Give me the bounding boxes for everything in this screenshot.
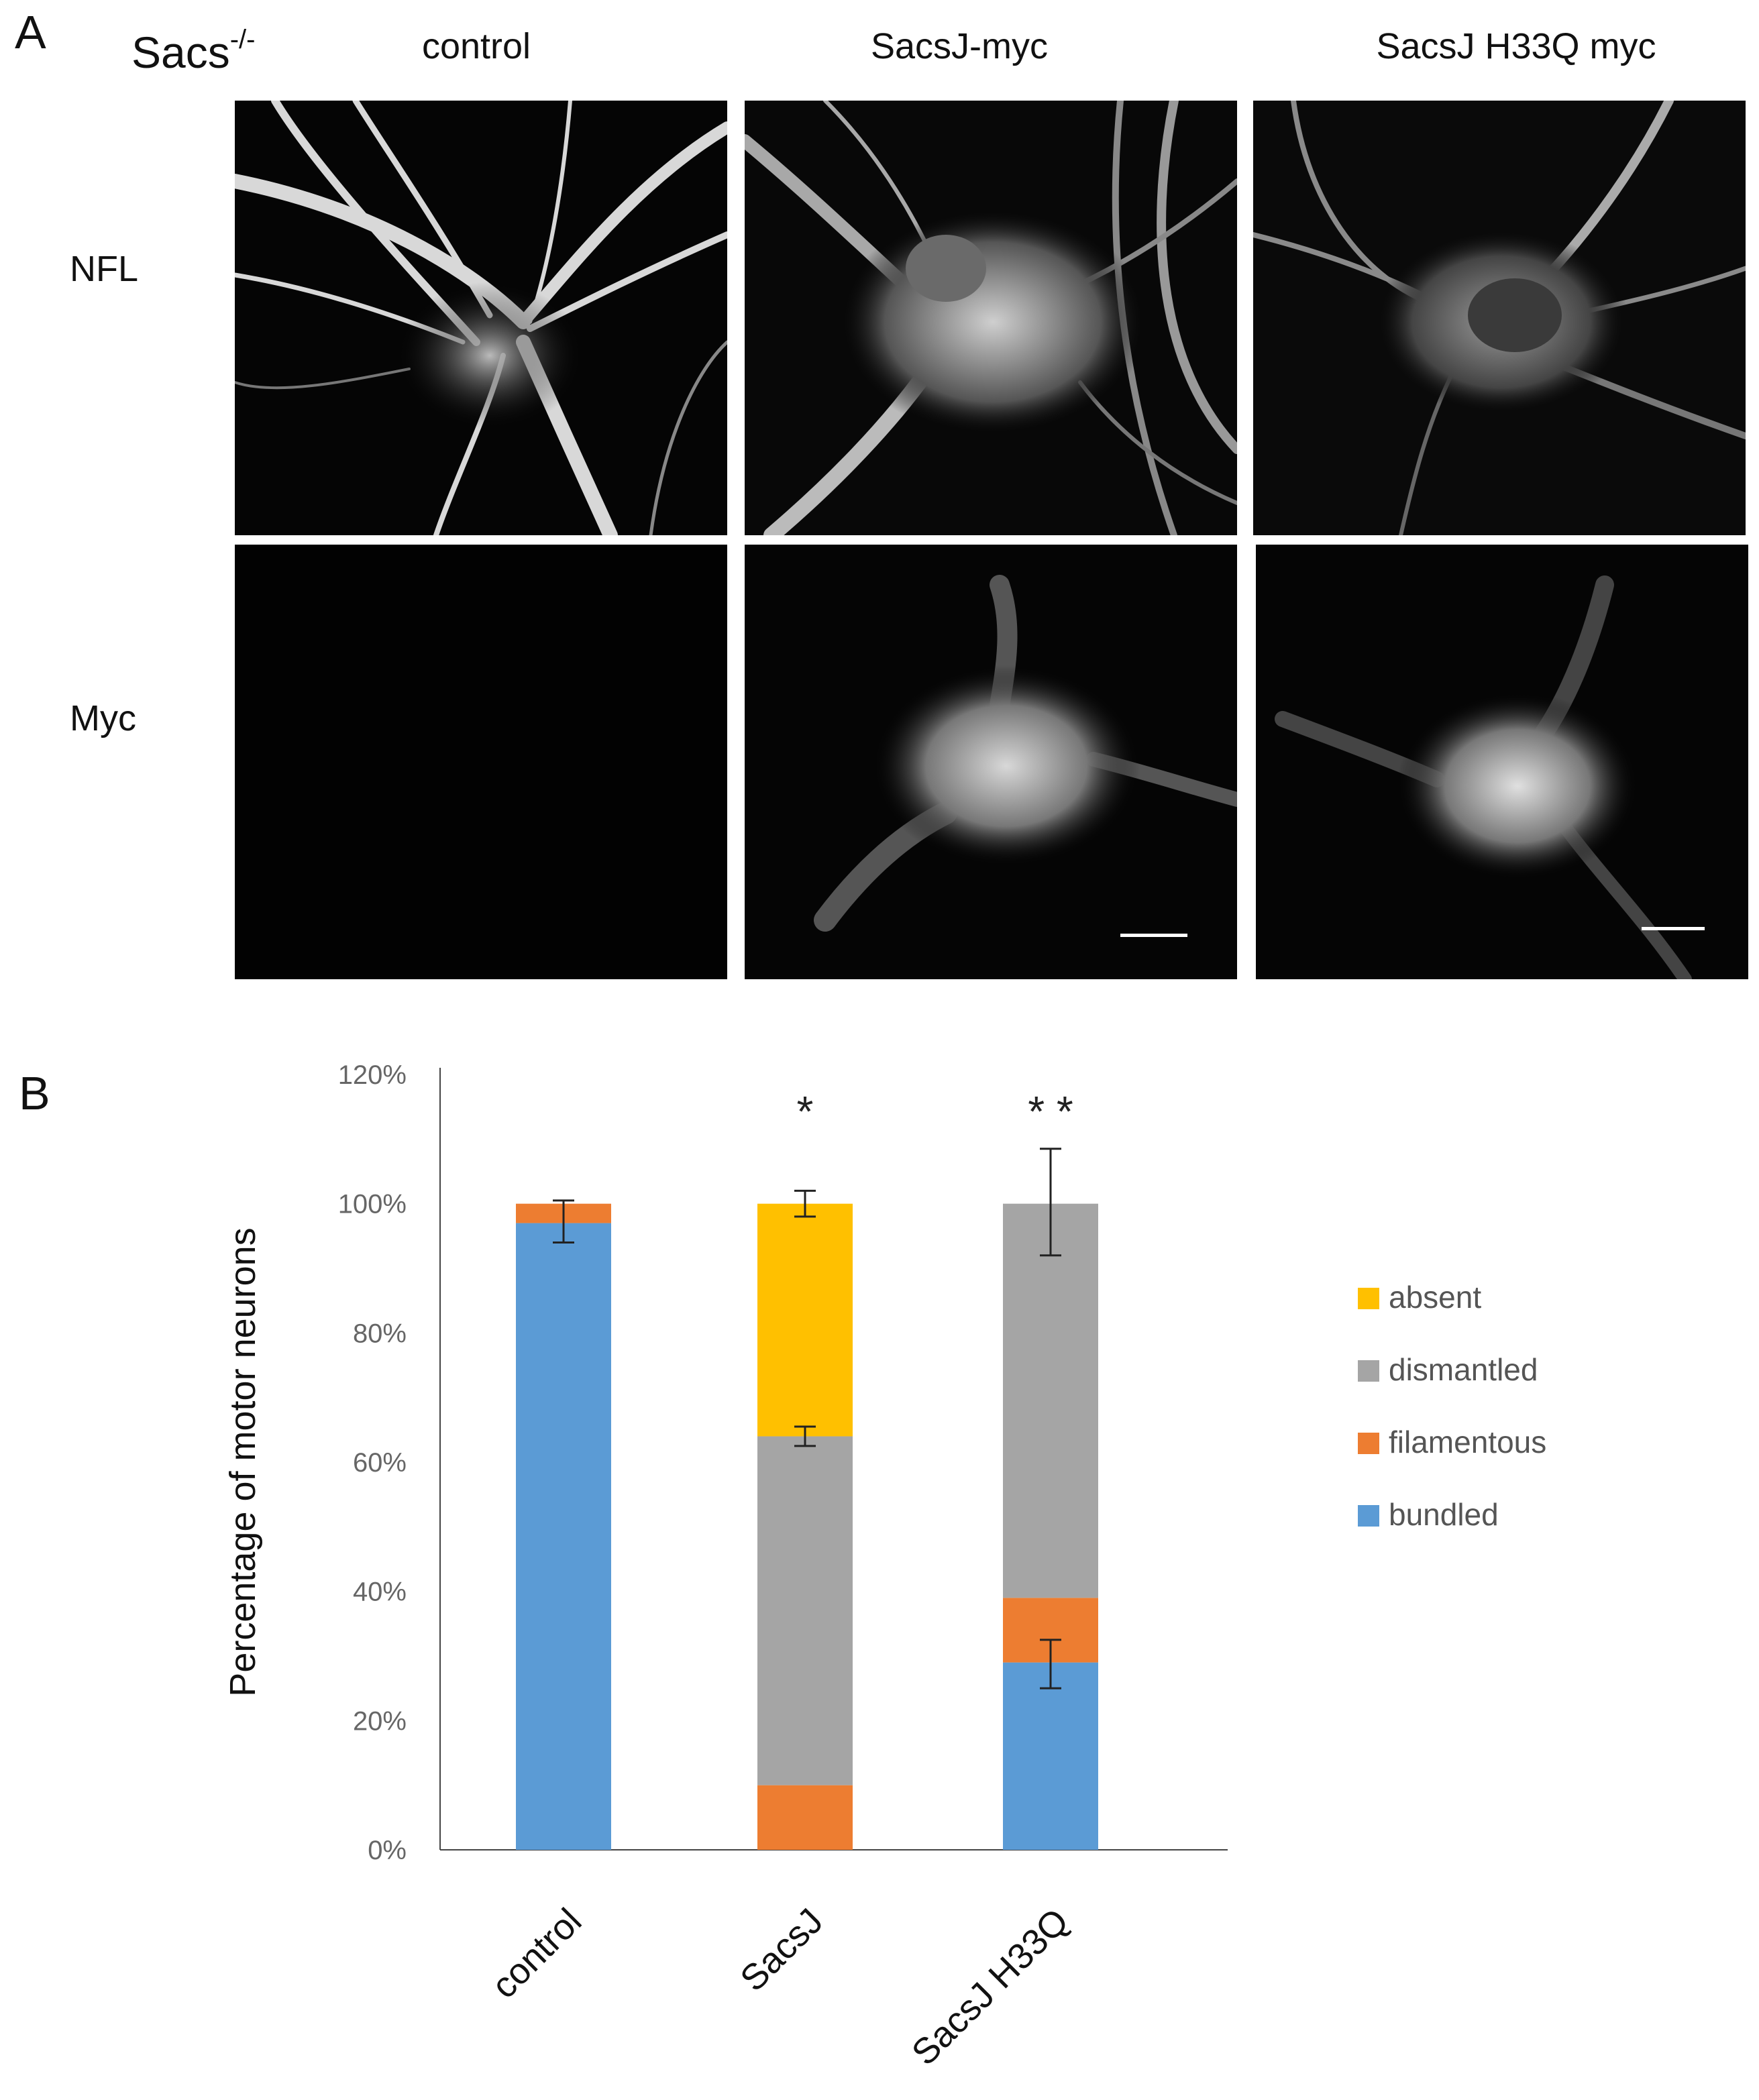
micrograph-nfl-control: [235, 101, 727, 535]
legend-swatch-filamentous: [1358, 1433, 1379, 1454]
bar-segment-filamentous: [757, 1785, 853, 1850]
y-axis-label: Percentage of motor neurons: [223, 1227, 263, 1696]
y-tick-label: 40%: [353, 1578, 407, 1607]
legend-label-dismantled: dismantled: [1389, 1352, 1538, 1387]
micrograph-nfl-sacsj-myc: [745, 101, 1237, 535]
panel-a-letter: A: [15, 6, 46, 58]
micrograph-myc-sacsj-h33q-myc: [1256, 545, 1748, 979]
y-tick-label: 60%: [353, 1448, 407, 1478]
y-tick-label: 100%: [338, 1190, 407, 1219]
x-tick-label: control: [484, 1901, 589, 2006]
bar-segment-bundled: [1003, 1662, 1098, 1850]
legend-label-bundled: bundled: [1389, 1497, 1499, 1532]
panel-b-letter: B: [19, 1067, 50, 1119]
scale-bar: [1120, 934, 1187, 937]
y-tick-label: 80%: [353, 1319, 407, 1348]
micrograph-myc-sacsj-myc: [745, 545, 1237, 979]
legend-swatch-bundled: [1358, 1505, 1379, 1527]
row-label-nfl: NFL: [70, 249, 139, 289]
bar-segment-dismantled: [757, 1436, 853, 1785]
bar-segment-dismantled: [1003, 1203, 1098, 1598]
y-tick-label: 20%: [353, 1706, 407, 1736]
micrograph-myc-control: [235, 545, 727, 979]
y-tick-label: 120%: [338, 1060, 407, 1090]
legend-label-filamentous: filamentous: [1389, 1425, 1546, 1459]
legend-label-absent: absent: [1389, 1280, 1481, 1315]
stacked-bar-chart: 0% 20% 40% 60% 80% 100% 120% Percentage of moto…: [223, 1060, 1546, 2073]
scale-bar: [1642, 927, 1705, 930]
micrograph-nfl-sacsj-h33q-myc: [1253, 101, 1746, 535]
column-title-sacsj-h33q-myc: SacsJ H33Q myc: [1376, 26, 1656, 66]
bar-segment-absent: [757, 1203, 853, 1437]
legend-swatch-dismantled: [1358, 1360, 1379, 1382]
genotype-label: Sacs-/-: [131, 25, 256, 77]
y-tick-label: 0%: [368, 1836, 407, 1865]
column-title-sacsj-myc: SacsJ-myc: [870, 26, 1048, 66]
significance-marker: *: [797, 1087, 814, 1136]
legend-swatch-absent: [1358, 1288, 1379, 1309]
row-label-myc: Myc: [70, 698, 136, 738]
x-tick-label: SacsJ: [733, 1901, 831, 1999]
significance-marker: * *: [1028, 1087, 1073, 1136]
column-title-control: control: [421, 26, 531, 66]
bar-segment-bundled: [516, 1223, 611, 1850]
x-tick-label: SacsJ H33Q: [904, 1901, 1077, 2073]
